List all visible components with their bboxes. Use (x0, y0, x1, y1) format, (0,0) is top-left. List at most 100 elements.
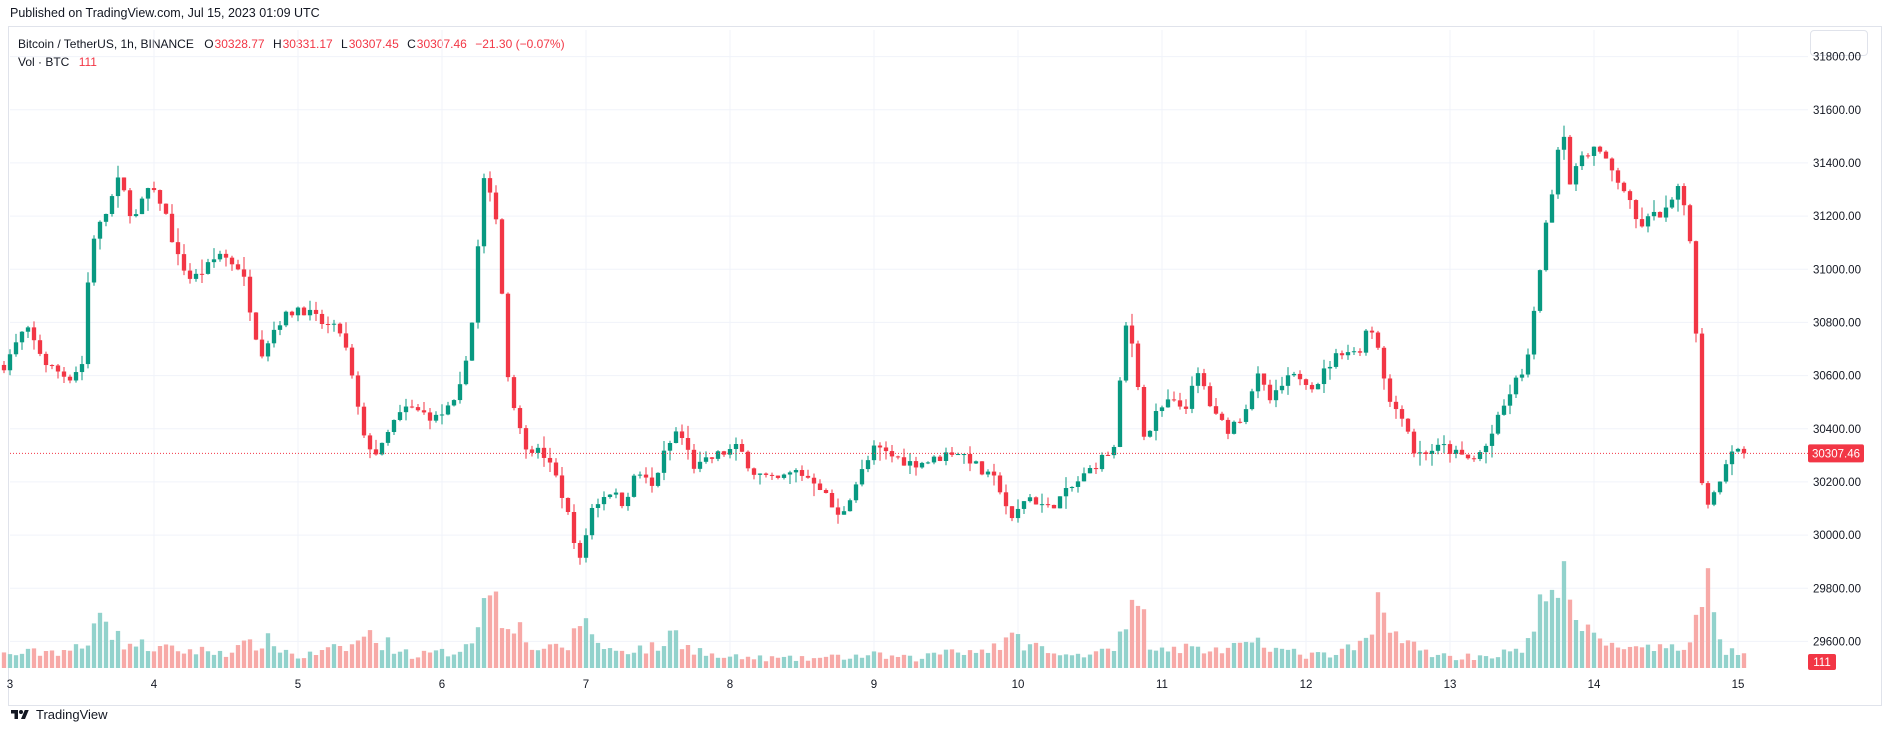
volume-bar (1699, 607, 1705, 668)
volume-bar (145, 651, 151, 668)
candle-body (1453, 449, 1459, 454)
volume-bar (61, 650, 67, 668)
volume-bar (1171, 646, 1177, 668)
volume-bar (739, 659, 745, 668)
footer-brand[interactable]: TradingView (10, 707, 108, 722)
volume-bar (1219, 653, 1225, 668)
chart-settings-box[interactable] (1810, 30, 1868, 56)
symbol-title[interactable]: Bitcoin / TetherUS, 1h, BINANCE (18, 37, 194, 51)
candle-body (343, 333, 349, 348)
candle-body (1033, 497, 1039, 505)
candle-body (817, 483, 823, 491)
volume-bar (1471, 660, 1477, 668)
candle-body (1075, 481, 1081, 487)
candle-body (955, 454, 961, 456)
candle-body (1459, 449, 1465, 455)
volume-bar (775, 657, 781, 668)
volume-bar (649, 642, 655, 668)
volume-label[interactable]: Vol · BTC (18, 55, 70, 69)
candle-body (1519, 374, 1525, 378)
candle-body (1363, 330, 1369, 353)
volume-bar (1597, 638, 1603, 668)
candle-body (1231, 421, 1237, 434)
candle-body (1669, 199, 1675, 208)
volume-bar (1105, 648, 1111, 668)
candle-body (1297, 373, 1303, 380)
volume-bar (499, 628, 505, 668)
candle-body (1627, 191, 1633, 201)
volume-bar (349, 644, 355, 668)
candle-body (1585, 155, 1591, 157)
volume-bar (781, 656, 787, 668)
volume-bar (961, 654, 967, 668)
volume-bar (121, 649, 127, 668)
candle-body (961, 454, 967, 456)
volume-bar (1375, 592, 1381, 668)
candle-body (823, 490, 829, 493)
volume-bar (103, 621, 109, 668)
candle-body (805, 475, 811, 478)
candle-body (1741, 448, 1747, 454)
candle-body (1357, 351, 1363, 353)
volume-bar (1441, 653, 1447, 668)
volume-bar (535, 650, 541, 668)
volume-bar (31, 648, 37, 668)
y-tick-label: 31800.00 (1813, 52, 1861, 64)
volume-bar (1591, 632, 1597, 668)
candle-body (763, 473, 769, 475)
candle-body (565, 497, 571, 513)
candle-body (1207, 386, 1213, 407)
last-volume-label: 111 (1813, 657, 1830, 669)
volume-bar (55, 655, 61, 668)
candle-body (979, 461, 985, 475)
candle-body (1387, 378, 1393, 402)
volume-bar (25, 648, 31, 668)
candle-body (1243, 409, 1249, 422)
candle-body (1177, 400, 1183, 407)
candle-body (907, 461, 913, 466)
volume-bar (907, 655, 913, 668)
volume-bar (1555, 597, 1561, 668)
candle-body (697, 461, 703, 469)
volume-bar (49, 650, 55, 668)
volume-bar (1267, 651, 1273, 668)
candle-body (1489, 433, 1495, 446)
candle-body (1477, 452, 1483, 459)
volume-bar (1165, 651, 1171, 668)
candle-body (85, 282, 91, 365)
volume-bar (571, 628, 577, 668)
candle-body (289, 311, 295, 316)
candle-body (469, 322, 475, 361)
volume-bar (1603, 645, 1609, 668)
volume-bar (523, 642, 529, 668)
volume-bar (211, 654, 217, 668)
close-label: C (407, 37, 416, 51)
candle-body (109, 196, 115, 214)
volume-value: 111 (78, 55, 97, 69)
chart-legend: Bitcoin / TetherUS, 1h, BINANCE O30328.7… (18, 35, 566, 71)
volume-bar (1213, 647, 1219, 668)
candle-body (883, 447, 889, 452)
candle-body (847, 500, 853, 512)
candle-body (1315, 384, 1321, 390)
volume-bar (691, 654, 697, 668)
volume-bar (1585, 624, 1591, 668)
candle-body (1681, 186, 1687, 206)
x-tick-label: 3 (7, 679, 13, 691)
candle-body (943, 452, 949, 461)
candle-body (1129, 325, 1135, 344)
candle-body (583, 535, 589, 558)
candle-body (307, 309, 313, 316)
candle-body (73, 372, 79, 381)
candle-body (235, 264, 241, 270)
x-tick-label: 15 (1732, 679, 1745, 691)
volume-bar (1225, 647, 1231, 668)
open-value: 30328.77 (214, 37, 265, 51)
volume-bar (865, 655, 871, 668)
volume-bar (1345, 644, 1351, 668)
candle-body (895, 456, 901, 458)
candle-body (157, 190, 163, 204)
volume-bar (895, 656, 901, 668)
volume-bar (1447, 655, 1453, 668)
